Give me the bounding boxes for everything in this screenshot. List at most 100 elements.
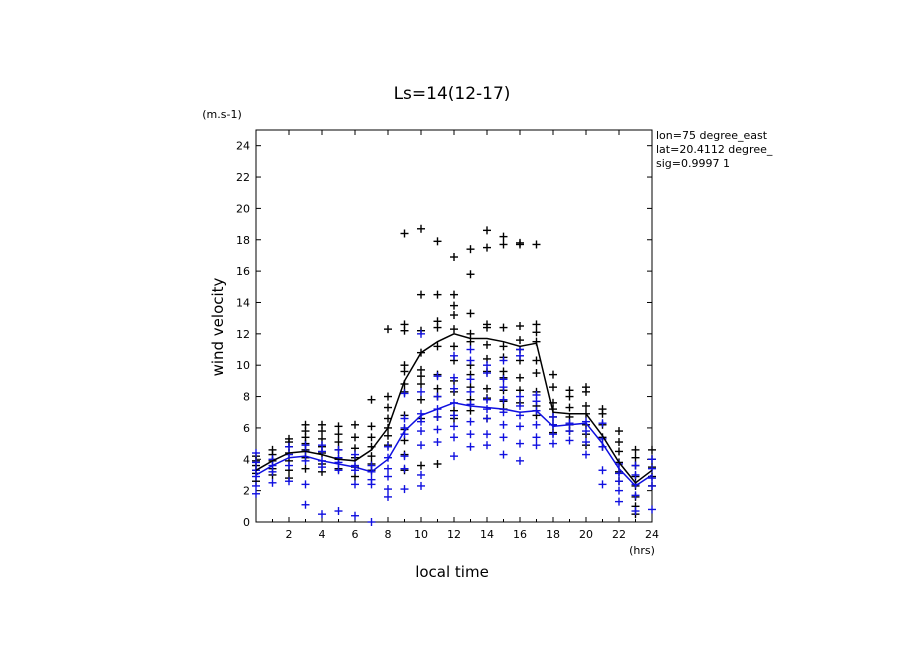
plus-marker-series-4: [384, 472, 392, 481]
plus-marker-series-3: [483, 340, 491, 349]
plus-marker-series-4: [384, 442, 392, 451]
plus-marker-series-3: [532, 369, 541, 378]
plus-marker-series-3: [433, 237, 442, 246]
plus-marker-series-4: [417, 387, 425, 396]
plus-marker-series-3: [351, 433, 359, 442]
plus-marker-series-4: [516, 392, 524, 401]
plus-marker-series-4: [466, 387, 475, 396]
plus-marker-series-3: [565, 403, 574, 412]
plus-marker-series-4: [417, 441, 425, 450]
plus-marker-series-4: [648, 505, 656, 514]
plus-marker-series-4: [252, 481, 260, 490]
plus-marker-series-3: [334, 438, 343, 447]
plus-marker-series-3: [433, 459, 442, 468]
plus-marker-series-4: [450, 422, 458, 431]
plus-marker-series-3: [450, 342, 458, 351]
y-axis-unit: (m.s-1): [202, 108, 242, 121]
x-axis-label: local time: [415, 563, 489, 581]
plus-marker-series-4: [466, 345, 475, 354]
plus-marker-series-4: [615, 497, 623, 506]
plus-marker-series-3: [648, 445, 656, 454]
plus-marker-series-4: [450, 351, 458, 360]
plus-marker-series-3: [301, 464, 310, 473]
plus-marker-series-4: [417, 481, 425, 490]
plus-marker-series-4: [466, 375, 475, 384]
plus-marker-series-3: [483, 226, 491, 235]
plus-marker-series-3: [417, 224, 425, 233]
annotation-lat: lat=20.4112 degree_: [656, 143, 773, 156]
plus-marker-series-4: [648, 481, 656, 490]
plus-marker-series-4: [565, 419, 574, 428]
plus-marker-series-3: [334, 422, 343, 431]
plus-marker-series-4: [483, 441, 491, 450]
plus-marker-series-3: [400, 367, 409, 376]
plus-marker-series-4: [516, 351, 524, 360]
plus-marker-series-4: [499, 420, 508, 429]
plus-marker-series-3: [400, 326, 409, 335]
y-tick-label: 22: [236, 171, 250, 184]
plus-marker-series-4: [499, 375, 508, 384]
plus-marker-series-4: [433, 438, 442, 447]
plus-marker-series-4: [582, 427, 590, 436]
plus-marker-series-4: [334, 466, 343, 475]
plus-marker-series-3: [466, 329, 475, 338]
plus-marker-series-3: [483, 384, 491, 393]
plus-marker-series-4: [615, 486, 623, 495]
x-tick-label: 8: [385, 528, 392, 541]
plus-marker-series-3: [450, 301, 458, 310]
plus-marker-series-4: [483, 430, 491, 439]
plus-marker-series-3: [433, 384, 442, 393]
plus-marker-series-4: [450, 384, 458, 393]
plus-marker-series-3: [417, 380, 425, 389]
plus-marker-series-4: [417, 329, 425, 338]
plus-marker-series-3: [532, 328, 541, 337]
plus-marker-series-3: [433, 342, 442, 351]
y-tick-label: 2: [243, 485, 250, 498]
x-tick-label: 4: [319, 528, 326, 541]
plus-marker-series-4: [384, 453, 392, 462]
plus-marker-series-4: [466, 430, 475, 439]
y-tick-label: 12: [236, 328, 250, 341]
plus-marker-series-4: [285, 461, 293, 470]
plus-marker-series-4: [483, 395, 491, 404]
plus-marker-series-4: [334, 507, 343, 516]
plus-marker-series-4: [549, 430, 557, 439]
plus-marker-series-3: [615, 427, 623, 436]
plus-marker-series-4: [252, 449, 260, 458]
y-tick-label: 20: [236, 202, 250, 215]
plus-marker-series-3: [516, 322, 524, 330]
y-tick-label: 10: [236, 359, 250, 372]
plus-marker-series-3: [400, 229, 409, 238]
annotation-sig: sig=0.9997 1: [656, 157, 730, 170]
plus-marker-series-4: [268, 478, 277, 487]
plus-marker-series-4: [631, 461, 640, 470]
plus-marker-series-4: [417, 470, 425, 479]
plus-marker-series-4: [466, 356, 475, 365]
x-tick-label: 2: [286, 528, 293, 541]
plus-marker-series-4: [483, 405, 491, 414]
plus-marker-series-4: [433, 425, 442, 434]
plus-marker-series-3: [615, 447, 623, 456]
x-tick-label: 14: [480, 528, 494, 541]
plus-marker-series-4: [384, 464, 392, 473]
plus-marker-series-3: [532, 320, 541, 329]
y-tick-label: 4: [243, 453, 250, 466]
plus-marker-series-3: [334, 430, 343, 439]
plus-marker-series-4: [549, 420, 557, 429]
plus-marker-series-3: [433, 323, 442, 332]
plus-marker-series-4: [565, 436, 574, 445]
plus-marker-series-4: [532, 397, 541, 406]
plus-marker-series-3: [582, 387, 590, 396]
y-tick-label: 16: [236, 265, 250, 278]
plus-marker-series-3: [417, 461, 425, 470]
y-tick-label: 24: [236, 140, 250, 153]
plus-marker-series-3: [631, 445, 640, 454]
plus-marker-series-4: [268, 467, 277, 476]
plus-marker-series-4: [648, 455, 656, 464]
y-tick-label: 18: [236, 234, 250, 247]
plus-marker-series-4: [450, 373, 458, 382]
plus-marker-series-4: [450, 433, 458, 442]
plus-marker-series-3: [549, 370, 557, 379]
plus-marker-series-3: [417, 395, 425, 404]
